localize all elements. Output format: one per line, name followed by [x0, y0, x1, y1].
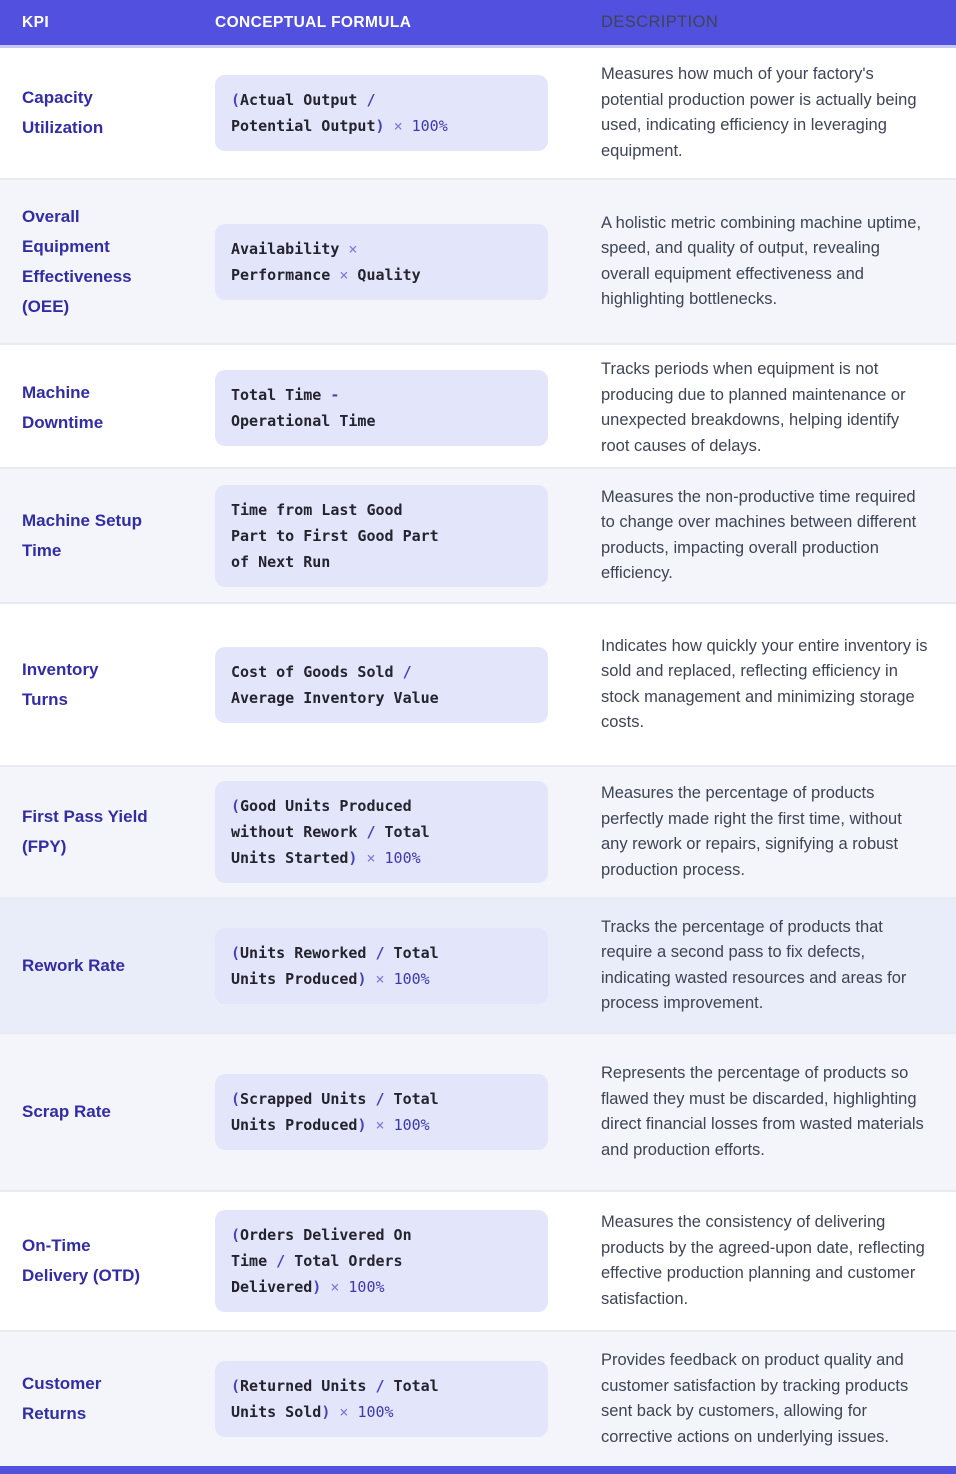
footer-accent-bar	[0, 1466, 956, 1474]
formula-chip: (Orders Delivered On Time / Total Orders…	[215, 1210, 548, 1313]
table-row-on-time-delivery: On-Time Delivery (OTD) (Orders Delivered…	[0, 1190, 956, 1331]
header-cell-description: DESCRIPTION	[601, 12, 719, 31]
kpi-cell: Overall Equipment Effectiveness (OEE)	[22, 206, 132, 316]
formula-chip: (Actual Output / Potential Output) × 100…	[215, 75, 548, 152]
header-cell-formula: CONCEPTUAL FORMULA	[215, 13, 412, 31]
formula-chip: (Good Units Produced without Rework / To…	[215, 781, 548, 884]
kpi-cell: Machine Setup Time	[22, 510, 142, 560]
table-row-customer-returns: Customer Returns (Returned Units / Total…	[0, 1330, 956, 1467]
description-cell: Represents the percentage of products so…	[601, 1064, 924, 1159]
kpi-cell: On-Time Delivery (OTD)	[22, 1236, 141, 1286]
formula-chip: (Returned Units / Total Units Sold) × 10…	[215, 1361, 548, 1438]
description-cell: Measures the consistency of delivering p…	[601, 1213, 925, 1308]
table-row-scrap-rate: Scrap Rate (Scrapped Units / Total Units…	[0, 1032, 956, 1191]
description-cell: Measures the percentage of products perf…	[601, 784, 902, 879]
kpi-cell: First Pass Yield (FPY)	[22, 807, 148, 857]
kpi-cell: Customer Returns	[22, 1374, 102, 1424]
description-cell: Indicates how quickly your entire invent…	[601, 636, 928, 732]
table-row-capacity-utilization: Capacity Utilization (Actual Output / Po…	[0, 48, 956, 179]
table-row-rework-rate: Rework Rate (Units Reworked / Total Unit…	[0, 897, 956, 1033]
kpi-cell: Rework Rate	[22, 955, 125, 975]
description-cell: Measures how much of your factory's pote…	[601, 65, 917, 160]
kpi-cell: Scrap Rate	[22, 1102, 111, 1122]
table-header-row: KPI CONCEPTUAL FORMULA DESCRIPTION	[0, 0, 956, 49]
kpi-cell: Capacity Utilization	[22, 88, 104, 138]
formula-chip: (Units Reworked / Total Units Produced) …	[215, 927, 548, 1004]
table-row-oee: Overall Equipment Effectiveness (OEE) Av…	[0, 178, 956, 344]
table-row-machine-downtime: Machine Downtime Total Time - Operationa…	[0, 343, 956, 468]
kpi-cell: Inventory Turns	[22, 659, 99, 709]
description-cell: Provides feedback on product quality and…	[601, 1351, 909, 1446]
table-row-machine-setup-time: Machine Setup Time Time from Last Good P…	[0, 467, 956, 603]
header-cell-kpi: KPI	[22, 13, 50, 31]
description-cell: Tracks the percentage of products that r…	[601, 917, 907, 1013]
table-row-first-pass-yield: First Pass Yield (FPY) (Good Units Produ…	[0, 765, 956, 898]
formula-chip: Time from Last Good Part to First Good P…	[215, 484, 548, 587]
formula-chip: Cost of Goods Sold / Average Inventory V…	[215, 646, 548, 723]
description-cell: A holistic metric combining machine upti…	[601, 213, 922, 309]
description-cell: Tracks periods when equipment is not pro…	[601, 360, 906, 455]
kpi-cell: Machine Downtime	[22, 383, 104, 433]
formula-chip: (Scrapped Units / Total Units Produced) …	[215, 1074, 548, 1151]
formula-chip: Availability × Performance × Quality	[215, 223, 548, 300]
table-row-inventory-turns: Inventory Turns Cost of Goods Sold / Ave…	[0, 602, 956, 766]
formula-chip: Total Time - Operational Time	[215, 370, 548, 447]
description-cell: Measures the non-productive time require…	[601, 487, 917, 583]
